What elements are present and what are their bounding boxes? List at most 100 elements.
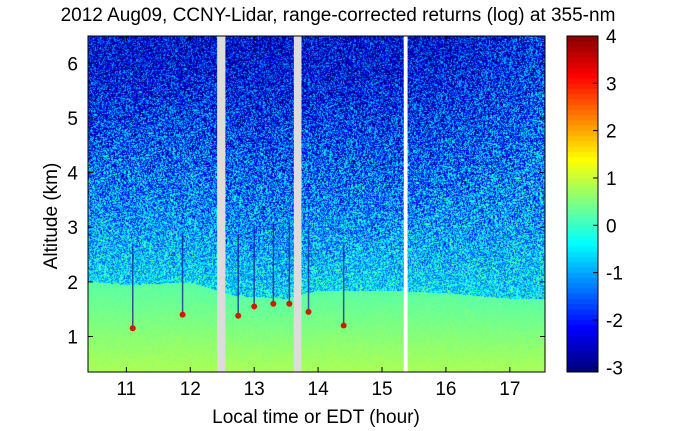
colorbar-segment	[567, 235, 598, 242]
colorbar-tick-label: 4	[606, 27, 617, 48]
x-tick-label: 11	[116, 379, 136, 400]
colorbar-segment	[567, 67, 598, 74]
backscatter-field	[88, 36, 545, 372]
cloud-feature	[286, 300, 293, 307]
data-gap	[293, 36, 302, 372]
colorbar-segment	[567, 272, 598, 278]
colorbar-segment	[567, 109, 598, 116]
colorbar-segment	[567, 303, 598, 310]
colorbar-tick-label: -2	[606, 311, 623, 332]
colorbar-segment	[567, 41, 598, 47]
cloud-feature	[305, 308, 312, 315]
colorbar-segment	[567, 225, 598, 231]
colorbar-segment	[567, 267, 598, 273]
chart-title: 2012 Aug09, CCNY-Lidar, range-corrected …	[61, 5, 616, 26]
colorbar-segment	[567, 330, 598, 336]
colorbar-segment	[567, 167, 598, 173]
colorbar-segment	[567, 104, 598, 110]
colorbar-tick-label: 3	[606, 74, 617, 95]
colorbar-segment	[567, 340, 598, 347]
colorbar-segment	[567, 366, 598, 373]
colorbar-segment	[567, 335, 598, 341]
colorbar-segment	[567, 177, 598, 184]
colorbar-segment	[567, 288, 598, 294]
colorbar-segment	[567, 204, 598, 210]
colorbar-segment	[567, 156, 598, 163]
colorbar-frame	[566, 35, 599, 373]
y-tick-label: 6	[67, 54, 78, 75]
colorbar-segment	[567, 46, 598, 53]
colorbar-tick-label: 1	[606, 169, 617, 190]
colorbar-segment	[567, 356, 598, 362]
colorbar-segment	[567, 193, 598, 200]
colorbar-segment	[567, 72, 598, 79]
cloud-feature	[251, 303, 258, 310]
y-axis-label: Altitude (km)	[41, 163, 62, 270]
colorbar-segment	[567, 251, 598, 257]
colorbar-segment	[567, 125, 598, 131]
cloud-feature	[179, 311, 186, 318]
colorbar-segment	[567, 351, 598, 357]
colorbar-segment	[567, 162, 598, 168]
y-tick-label: 5	[67, 109, 78, 130]
colorbar-segment	[567, 219, 598, 226]
colorbar-segment	[567, 230, 598, 236]
x-axis: 11 12 13 14 15 16 17	[116, 36, 520, 400]
x-tick-label: 15	[371, 379, 392, 400]
colorbar-segment	[567, 256, 598, 263]
colorbar-segment	[567, 361, 598, 368]
colorbar-segment	[567, 62, 598, 68]
colorbar-segment	[567, 314, 598, 320]
colorbar-segment	[567, 88, 598, 95]
colorbar-tick-label: -1	[606, 264, 623, 285]
colorbar-segment	[567, 282, 598, 289]
colorbar-segment	[567, 51, 598, 58]
y-tick-label: 1	[67, 327, 78, 348]
x-axis-label: Local time or EDT (hour)	[212, 407, 420, 428]
colorbar-segment	[567, 183, 598, 189]
cloud-feature	[129, 325, 136, 332]
colorbar-segment	[567, 240, 598, 247]
cloud-feature	[235, 312, 242, 319]
y-tick-label: 2	[67, 273, 78, 294]
x-tick-label: 17	[499, 379, 520, 400]
colorbar-segment	[567, 345, 598, 352]
colorbar-segment	[567, 93, 598, 100]
colorbar-segment	[567, 209, 598, 215]
cloud-feature	[270, 300, 277, 307]
colorbar-segment	[567, 198, 598, 205]
colorbar-tick-label: 2	[606, 122, 617, 143]
data-gap	[217, 36, 226, 372]
colorbar-tick-label: -3	[606, 358, 623, 379]
colorbar-segment	[567, 261, 598, 268]
colorbar-segment	[567, 214, 598, 221]
colorbar-segment	[567, 57, 598, 63]
x-tick-label: 13	[244, 379, 265, 400]
plot-frame	[87, 35, 546, 373]
cloud-feature	[340, 322, 347, 329]
x-tick-label: 16	[435, 379, 456, 400]
plot-area	[88, 36, 545, 372]
colorbar-segment	[567, 151, 598, 158]
colorbar-segment	[567, 135, 598, 142]
x-tick-label: 14	[308, 379, 330, 400]
colorbar-segment	[567, 114, 598, 121]
colorbar-segment	[567, 277, 598, 284]
colorbar-segment	[567, 246, 598, 252]
colorbar-segment	[567, 99, 598, 105]
colorbar-segment	[567, 324, 598, 331]
colorbar-segment	[567, 319, 598, 326]
colorbar-segment	[567, 78, 598, 84]
colorbar-segment	[567, 36, 598, 42]
colorbar-segment	[567, 293, 598, 299]
x-tick-label: 12	[180, 379, 201, 400]
colorbar-segment	[567, 172, 598, 179]
colorbar-segment	[567, 130, 598, 137]
colorbar-tick-label: 0	[606, 216, 617, 237]
colorbar-segment	[567, 298, 598, 305]
colorbar-segment	[567, 83, 598, 89]
colorbar-segment	[567, 146, 598, 152]
colorbar: 4 3 2 1 0 -1 -2 -3	[566, 27, 623, 379]
y-tick-label: 3	[67, 218, 78, 239]
